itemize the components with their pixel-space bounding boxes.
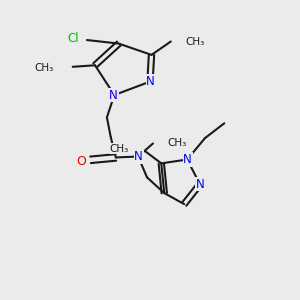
Text: CH₃: CH₃ [109,143,129,154]
Text: CH₃: CH₃ [34,63,53,73]
Text: O: O [76,155,86,168]
Text: N: N [134,150,143,163]
Text: N: N [146,75,155,88]
Text: CH₃: CH₃ [185,37,204,46]
Text: N: N [196,178,205,191]
Text: CH₃: CH₃ [167,139,187,148]
Text: Cl: Cl [68,32,80,45]
Text: N: N [109,88,118,101]
Text: N: N [183,153,192,166]
